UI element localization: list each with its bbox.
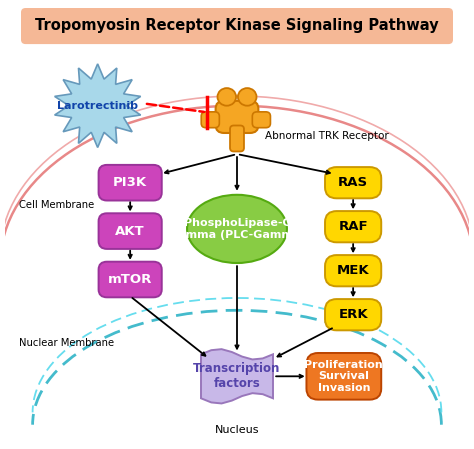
- FancyBboxPatch shape: [325, 255, 381, 286]
- FancyBboxPatch shape: [99, 165, 162, 201]
- FancyBboxPatch shape: [325, 211, 381, 242]
- FancyBboxPatch shape: [99, 213, 162, 249]
- FancyBboxPatch shape: [21, 8, 453, 44]
- Ellipse shape: [187, 195, 287, 263]
- Text: Proliferation
Survival
Invasion: Proliferation Survival Invasion: [304, 360, 383, 393]
- FancyBboxPatch shape: [307, 353, 381, 400]
- FancyBboxPatch shape: [325, 299, 381, 330]
- Text: Transcription
factors: Transcription factors: [193, 362, 281, 390]
- FancyBboxPatch shape: [201, 112, 219, 128]
- FancyBboxPatch shape: [216, 101, 258, 133]
- FancyBboxPatch shape: [230, 125, 244, 151]
- Polygon shape: [55, 64, 141, 147]
- Text: Abnormal TRK Receptor: Abnormal TRK Receptor: [265, 132, 389, 141]
- Circle shape: [218, 88, 236, 106]
- Text: Nuclear Membrane: Nuclear Membrane: [18, 338, 114, 348]
- PathPatch shape: [201, 349, 273, 404]
- Text: ERK: ERK: [338, 308, 368, 321]
- FancyBboxPatch shape: [325, 167, 381, 198]
- Text: Tropomyosin Receptor Kinase Signaling Pathway: Tropomyosin Receptor Kinase Signaling Pa…: [35, 18, 439, 33]
- FancyBboxPatch shape: [99, 262, 162, 297]
- Text: RAF: RAF: [338, 220, 368, 233]
- Text: mTOR: mTOR: [108, 273, 152, 286]
- Circle shape: [238, 88, 256, 106]
- Text: RAS: RAS: [338, 176, 368, 189]
- Text: AKT: AKT: [115, 224, 145, 238]
- Text: Nucleus: Nucleus: [215, 426, 259, 436]
- Text: MEK: MEK: [337, 264, 369, 277]
- FancyBboxPatch shape: [252, 112, 271, 128]
- Text: Cell Membrane: Cell Membrane: [18, 200, 94, 210]
- Text: PhosphoLipase-C
Gamma (PLC-Gamma): PhosphoLipase-C Gamma (PLC-Gamma): [169, 218, 305, 240]
- Text: PI3K: PI3K: [113, 176, 147, 189]
- Text: Larotrectinib: Larotrectinib: [57, 101, 138, 111]
